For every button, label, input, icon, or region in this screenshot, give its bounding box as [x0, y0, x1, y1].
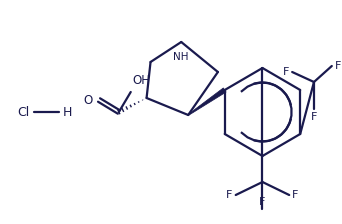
Text: Cl: Cl: [18, 106, 30, 118]
Text: F: F: [292, 190, 299, 200]
Text: F: F: [335, 61, 341, 71]
Text: F: F: [311, 112, 317, 122]
Text: NH: NH: [173, 52, 189, 62]
Text: F: F: [226, 190, 233, 200]
Text: H: H: [63, 106, 72, 118]
Text: F: F: [283, 67, 289, 77]
Text: O: O: [84, 93, 93, 106]
Text: F: F: [259, 197, 266, 207]
Polygon shape: [188, 88, 226, 115]
Text: OH: OH: [133, 74, 151, 87]
